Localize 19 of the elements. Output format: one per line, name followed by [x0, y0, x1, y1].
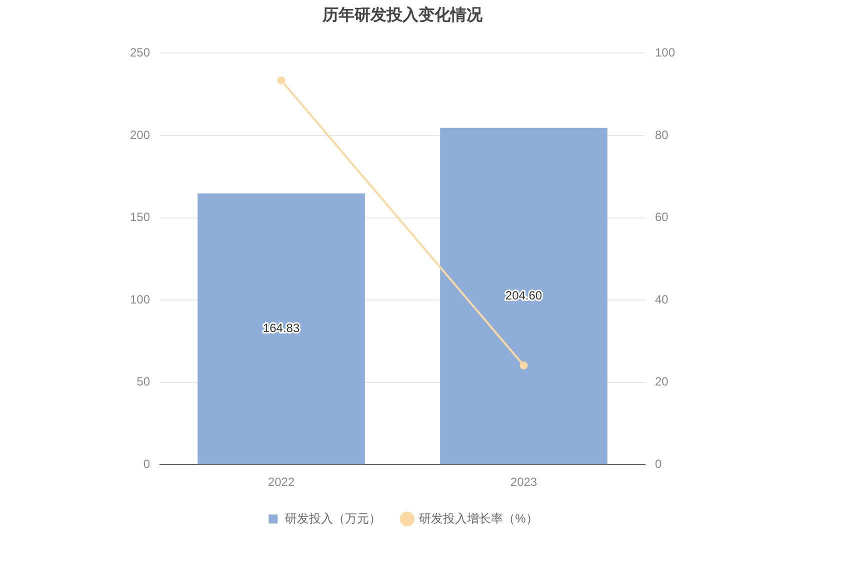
y2-tick-label: 20 — [654, 374, 669, 389]
y2-tick-label: 100 — [654, 46, 676, 60]
y-tick-label: 100 — [130, 292, 150, 306]
y-tick-label: 0 — [143, 456, 150, 471]
x-tick-label: 2022 — [268, 475, 295, 490]
y2-tick-label: 0 — [654, 456, 662, 471]
data-label: 204.60 — [505, 288, 542, 302]
y2-tick-label: 40 — [654, 292, 669, 306]
y2-tick-label: 80 — [654, 128, 669, 142]
chart-title: 历年研发投入变化情况 — [322, 6, 484, 24]
legend-label: 研发投入（万元） — [285, 511, 382, 526]
x-tick-label: 2023 — [510, 475, 538, 490]
y-tick-label: 250 — [130, 46, 150, 60]
data-label: 164.83 — [262, 321, 300, 336]
legend-label: 研发投入增长率（%） — [419, 511, 538, 526]
y-tick-label: 150 — [130, 210, 150, 224]
y-tick-label: 200 — [130, 128, 150, 142]
y2-tick-label: 60 — [654, 210, 669, 224]
y-tick-label: 50 — [136, 374, 150, 389]
